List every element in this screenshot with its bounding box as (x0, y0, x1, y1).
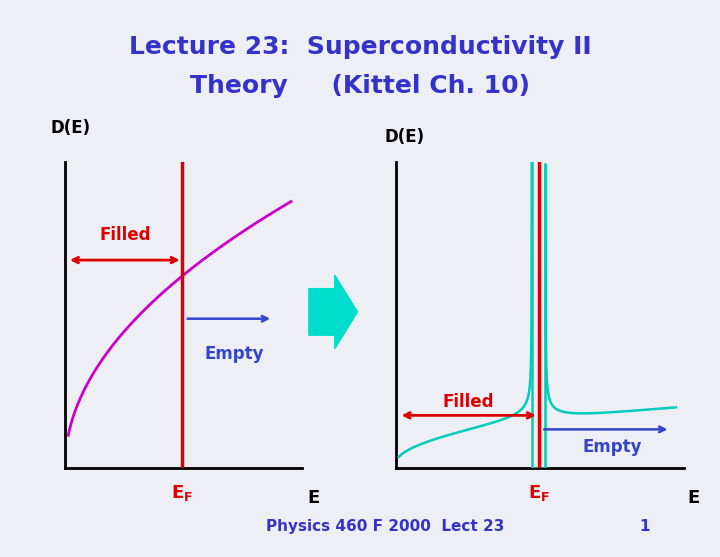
Text: 1: 1 (639, 519, 649, 534)
Text: E: E (307, 490, 320, 507)
Text: $\mathbf{E_F}$: $\mathbf{E_F}$ (528, 483, 549, 503)
Text: Physics 460 F 2000  Lect 23: Physics 460 F 2000 Lect 23 (266, 519, 505, 534)
Text: Theory     (Kittel Ch. 10): Theory (Kittel Ch. 10) (190, 74, 530, 99)
FancyArrow shape (309, 275, 358, 349)
Text: Empty: Empty (583, 438, 642, 456)
Text: D(E): D(E) (384, 128, 425, 146)
Text: Empty: Empty (204, 345, 264, 363)
Text: $\mathbf{E_F}$: $\mathbf{E_F}$ (171, 483, 194, 503)
Text: D(E): D(E) (50, 119, 91, 137)
Text: E: E (687, 490, 699, 507)
Text: Filled: Filled (99, 226, 150, 244)
Text: Lecture 23:  Superconductivity II: Lecture 23: Superconductivity II (129, 35, 591, 60)
Text: Filled: Filled (443, 393, 495, 411)
